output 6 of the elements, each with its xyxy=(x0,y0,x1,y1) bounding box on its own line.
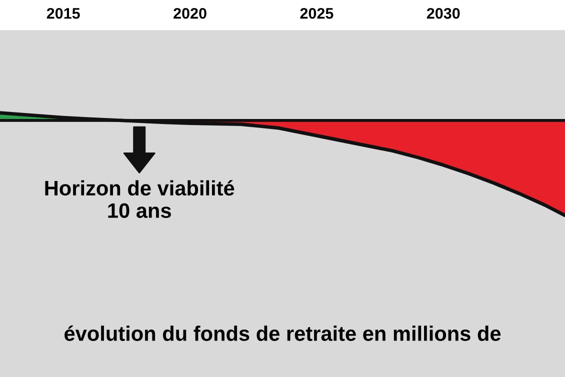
x-tick-label: 2015 xyxy=(46,8,80,19)
x-tick-label: 2030 xyxy=(426,8,460,19)
x-tick-label: 2020 xyxy=(174,8,206,19)
text: évolution du fonds de retraite en millions de xyxy=(64,325,501,341)
x-tick-label: 2025 xyxy=(300,8,334,19)
annotation: Horizon de viabilité 10 ans xyxy=(45,180,234,218)
